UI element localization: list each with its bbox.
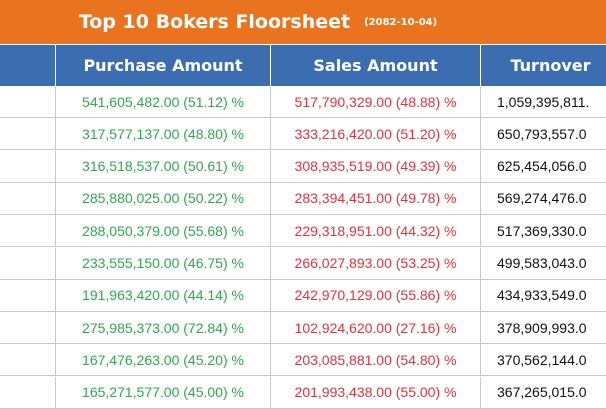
turnover-cell: 499,583,043.0 [480,247,606,279]
sales-cell: 102,924,620.00 (27.16) % [270,312,480,344]
blank-cell [0,183,55,214]
purchase-cell: 233,555,150.00 (46.75) % [55,247,270,279]
blank-cell [0,86,55,117]
table-row: 317,577,137.00 (48.80) % 333,216,420.00 (… [0,118,606,151]
purchase-cell: 316,518,537.00 (50.61) % [55,150,270,182]
purchase-cell: 191,963,420.00 (44.14) % [55,279,270,311]
turnover-cell: 650,793,557.0 [480,118,606,150]
table-row: 285,880,025.00 (50.22) % 283,394,451.00 (… [0,182,606,215]
date: (2082-10-04) [364,16,438,28]
table-row: 288,050,379.00 (55.68) % 229,318,951.00 (… [0,215,606,248]
turnover-cell: 517,369,330.0 [480,215,606,247]
sales-cell: 203,085,881.00 (54.80) % [270,344,480,376]
turnover-cell: 370,562,144.0 [480,344,606,376]
blank-cell [0,312,55,343]
blank-cell [0,215,55,246]
table-row: 275,985,373.00 (72.84) % 102,924,620.00 (… [0,312,606,345]
sales-cell: 266,027,893.00 (53.25) % [270,247,480,279]
purchase-cell: 285,880,025.00 (50.22) % [55,182,270,214]
blank-cell [0,344,55,375]
sales-cell: 283,394,451.00 (49.78) % [270,182,480,214]
table-row: 316,518,537.00 (50.61) % 308,935,519.00 (… [0,150,606,183]
turnover-cell: 1,059,395,811. [480,86,606,117]
sales-cell: 333,216,420.00 (51.20) % [270,118,480,150]
turnover-cell: 434,933,549.0 [480,279,606,311]
purchase-cell: 167,476,263.00 (45.20) % [55,344,270,376]
table-row: 167,476,263.00 (45.20) % 203,085,881.00 (… [0,344,606,377]
sales-cell: 308,935,519.00 (49.39) % [270,150,480,182]
blank-cell [0,377,55,408]
table-row: 191,963,420.00 (44.14) % 242,970,129.00 (… [0,279,606,312]
blank-cell [0,118,55,149]
sales-cell: 229,318,951.00 (44.32) % [270,215,480,247]
column-header: Purchase Amount [55,45,270,86]
purchase-cell: 541,605,482.00 (51.12) % [55,86,270,117]
blank-cell [0,151,55,182]
column-header: Turnover [480,45,606,86]
column-header: Sales Amount [270,45,480,86]
blank-cell [0,248,55,279]
title-bar: Top 10 Bokers Floorsheet (2082-10-04) [0,0,606,44]
header-row: Purchase Amount Sales Amount Turnover [0,44,606,86]
turnover-cell: 625,454,056.0 [480,150,606,182]
sales-cell: 201,993,438.00 (55.00) % [270,376,480,408]
blank-cell [0,280,55,311]
purchase-cell: 288,050,379.00 (55.68) % [55,215,270,247]
turnover-cell: 569,274,476.0 [480,182,606,214]
purchase-cell: 165,271,577.00 (45.00) % [55,376,270,408]
turnover-cell: 378,909,993.0 [480,312,606,344]
table-row: 233,555,150.00 (46.75) % 266,027,893.00 (… [0,247,606,280]
purchase-cell: 275,985,373.00 (72.84) % [55,312,270,344]
title: Top 10 Bokers Floorsheet [78,11,351,33]
header-cell [0,45,55,86]
purchase-cell: 317,577,137.00 (48.80) % [55,118,270,150]
sales-cell: 517,790,329.00 (48.88) % [270,86,480,117]
turnover-cell: 367,265,015.0 [480,376,606,408]
sales-cell: 242,970,129.00 (55.86) % [270,279,480,311]
table-row: 165,271,577.00 (45.00) % 201,993,438.00 (… [0,376,606,409]
table-row: 541,605,482.00 (51.12) % 517,790,329.00 (… [0,86,606,118]
